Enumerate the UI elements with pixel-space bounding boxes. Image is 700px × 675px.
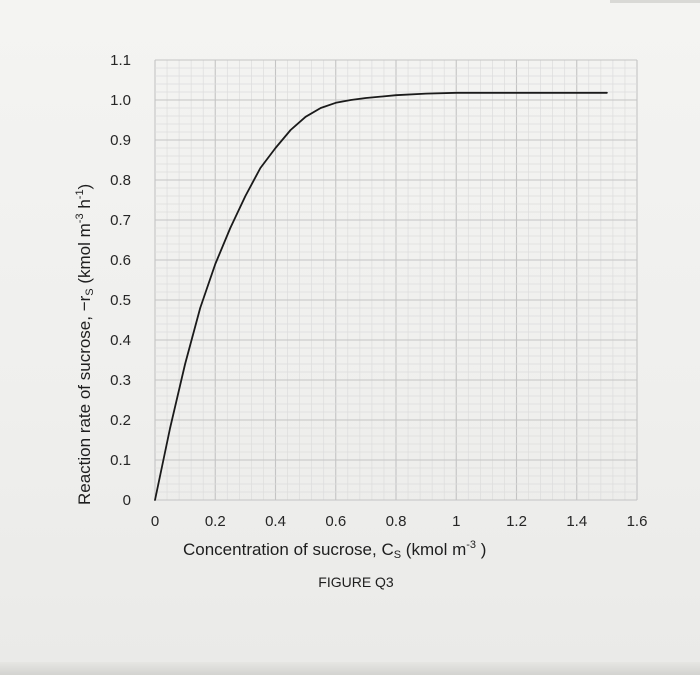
x-tick-label: 1.2 [506,513,527,530]
x-tick-label: 0.2 [205,513,226,530]
y-tick-label: 0.8 [110,172,131,189]
y-tick-label: 0.6 [110,252,131,269]
x-axis-title: Concentration of sucrose, CS (kmol m-3 ) [183,539,486,561]
grid [154,59,638,501]
series-line [154,91,608,501]
x-tick-label: 0.4 [265,513,286,530]
bottom-edge-shade [0,662,700,675]
x-tick-label: 0.6 [325,513,346,530]
figure-caption: FIGURE Q3 [318,574,394,590]
y-tick-label: 0 [123,492,131,509]
y-tick-label: 0.1 [110,452,131,469]
y-tick-label: 0.3 [110,372,131,389]
y-tick-label: 0.4 [110,332,131,349]
y-tick-label: 1.1 [110,52,131,69]
x-tick-label: 0 [151,513,159,530]
x-tick-label: 0.8 [386,513,407,530]
y-tick-label: 1.0 [110,92,131,109]
y-axis-title: Reaction rate of sucrose, −rS (kmol m-3 … [74,184,96,505]
x-tick-label: 1 [452,513,460,530]
x-tick-label: 1.4 [566,513,587,530]
x-tick-label: 1.6 [627,513,648,530]
y-tick-labels: 0 0.1 0.2 0.3 0.4 0.5 0.6 0.7 0.8 0.9 1.0 1.1 [110,52,131,509]
x-tick-labels: 0 0.2 0.4 0.6 0.8 1 1.2 1.4 1.6 [151,513,648,530]
series [154,91,608,501]
y-tick-label: 0.9 [110,132,131,149]
top-edge-strip [610,0,700,3]
y-tick-label: 0.5 [110,292,131,309]
y-tick-label: 0.7 [110,212,131,229]
y-tick-label: 0.2 [110,412,131,429]
